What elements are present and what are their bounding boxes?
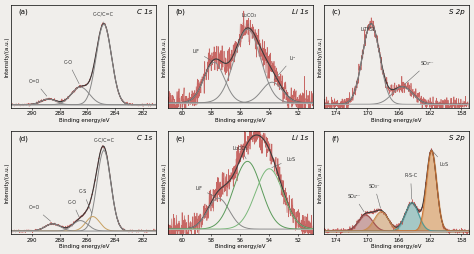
Y-axis label: Intensity/(a.u.): Intensity/(a.u.) bbox=[318, 36, 323, 77]
Text: LiF: LiF bbox=[195, 186, 216, 197]
Text: C 1s: C 1s bbox=[137, 9, 152, 15]
Text: (a): (a) bbox=[18, 9, 28, 15]
Text: S 2p: S 2p bbox=[449, 9, 465, 15]
Text: Li₂CO₃: Li₂CO₃ bbox=[242, 13, 257, 26]
Text: C-S: C-S bbox=[79, 189, 92, 213]
Text: Li₂CO₃: Li₂CO₃ bbox=[233, 146, 248, 159]
Text: (f): (f) bbox=[331, 135, 339, 142]
Text: C=O: C=O bbox=[29, 205, 51, 221]
Text: C-C/C=C: C-C/C=C bbox=[94, 138, 115, 150]
Text: LiF: LiF bbox=[192, 49, 212, 61]
X-axis label: Binding energy/eV: Binding energy/eV bbox=[59, 118, 109, 123]
Text: (e): (e) bbox=[175, 135, 185, 142]
X-axis label: Binding energy/eV: Binding energy/eV bbox=[59, 244, 109, 249]
X-axis label: Binding energy/eV: Binding energy/eV bbox=[215, 118, 265, 123]
X-axis label: Binding energy/eV: Binding energy/eV bbox=[371, 118, 422, 123]
Text: R-S-C: R-S-C bbox=[404, 173, 417, 199]
Text: SO₃⁻: SO₃⁻ bbox=[369, 184, 381, 208]
Text: S 2p: S 2p bbox=[449, 135, 465, 141]
X-axis label: Binding energy/eV: Binding energy/eV bbox=[371, 244, 422, 249]
Text: (c): (c) bbox=[331, 9, 341, 15]
Text: SO₃²⁻: SO₃²⁻ bbox=[404, 61, 434, 84]
Text: C 1s: C 1s bbox=[137, 135, 152, 141]
Y-axis label: Intensity/(a.u.): Intensity/(a.u.) bbox=[5, 163, 10, 203]
Text: SO₄²⁻: SO₄²⁻ bbox=[347, 194, 364, 212]
Y-axis label: Intensity/(a.u.): Intensity/(a.u.) bbox=[5, 36, 10, 77]
Text: C=O: C=O bbox=[29, 79, 47, 96]
Text: C-O: C-O bbox=[64, 60, 79, 84]
Text: (d): (d) bbox=[18, 135, 28, 142]
Y-axis label: Intensity/(a.u.): Intensity/(a.u.) bbox=[161, 36, 166, 77]
Text: (b): (b) bbox=[175, 9, 185, 15]
Text: Li₂S: Li₂S bbox=[433, 152, 448, 167]
Y-axis label: Intensity/(a.u.): Intensity/(a.u.) bbox=[161, 163, 166, 203]
Text: Li⁰: Li⁰ bbox=[274, 56, 296, 80]
Y-axis label: Intensity/(a.u.): Intensity/(a.u.) bbox=[318, 163, 323, 203]
X-axis label: Binding energy/eV: Binding energy/eV bbox=[215, 244, 265, 249]
Text: LiTFSI: LiTFSI bbox=[361, 23, 375, 33]
Text: Li 1s: Li 1s bbox=[292, 9, 309, 15]
Text: Li 1s: Li 1s bbox=[292, 135, 309, 141]
Text: C-O: C-O bbox=[68, 200, 79, 217]
Text: C-C/C=C: C-C/C=C bbox=[93, 11, 114, 23]
Text: Li₂S: Li₂S bbox=[272, 157, 296, 168]
